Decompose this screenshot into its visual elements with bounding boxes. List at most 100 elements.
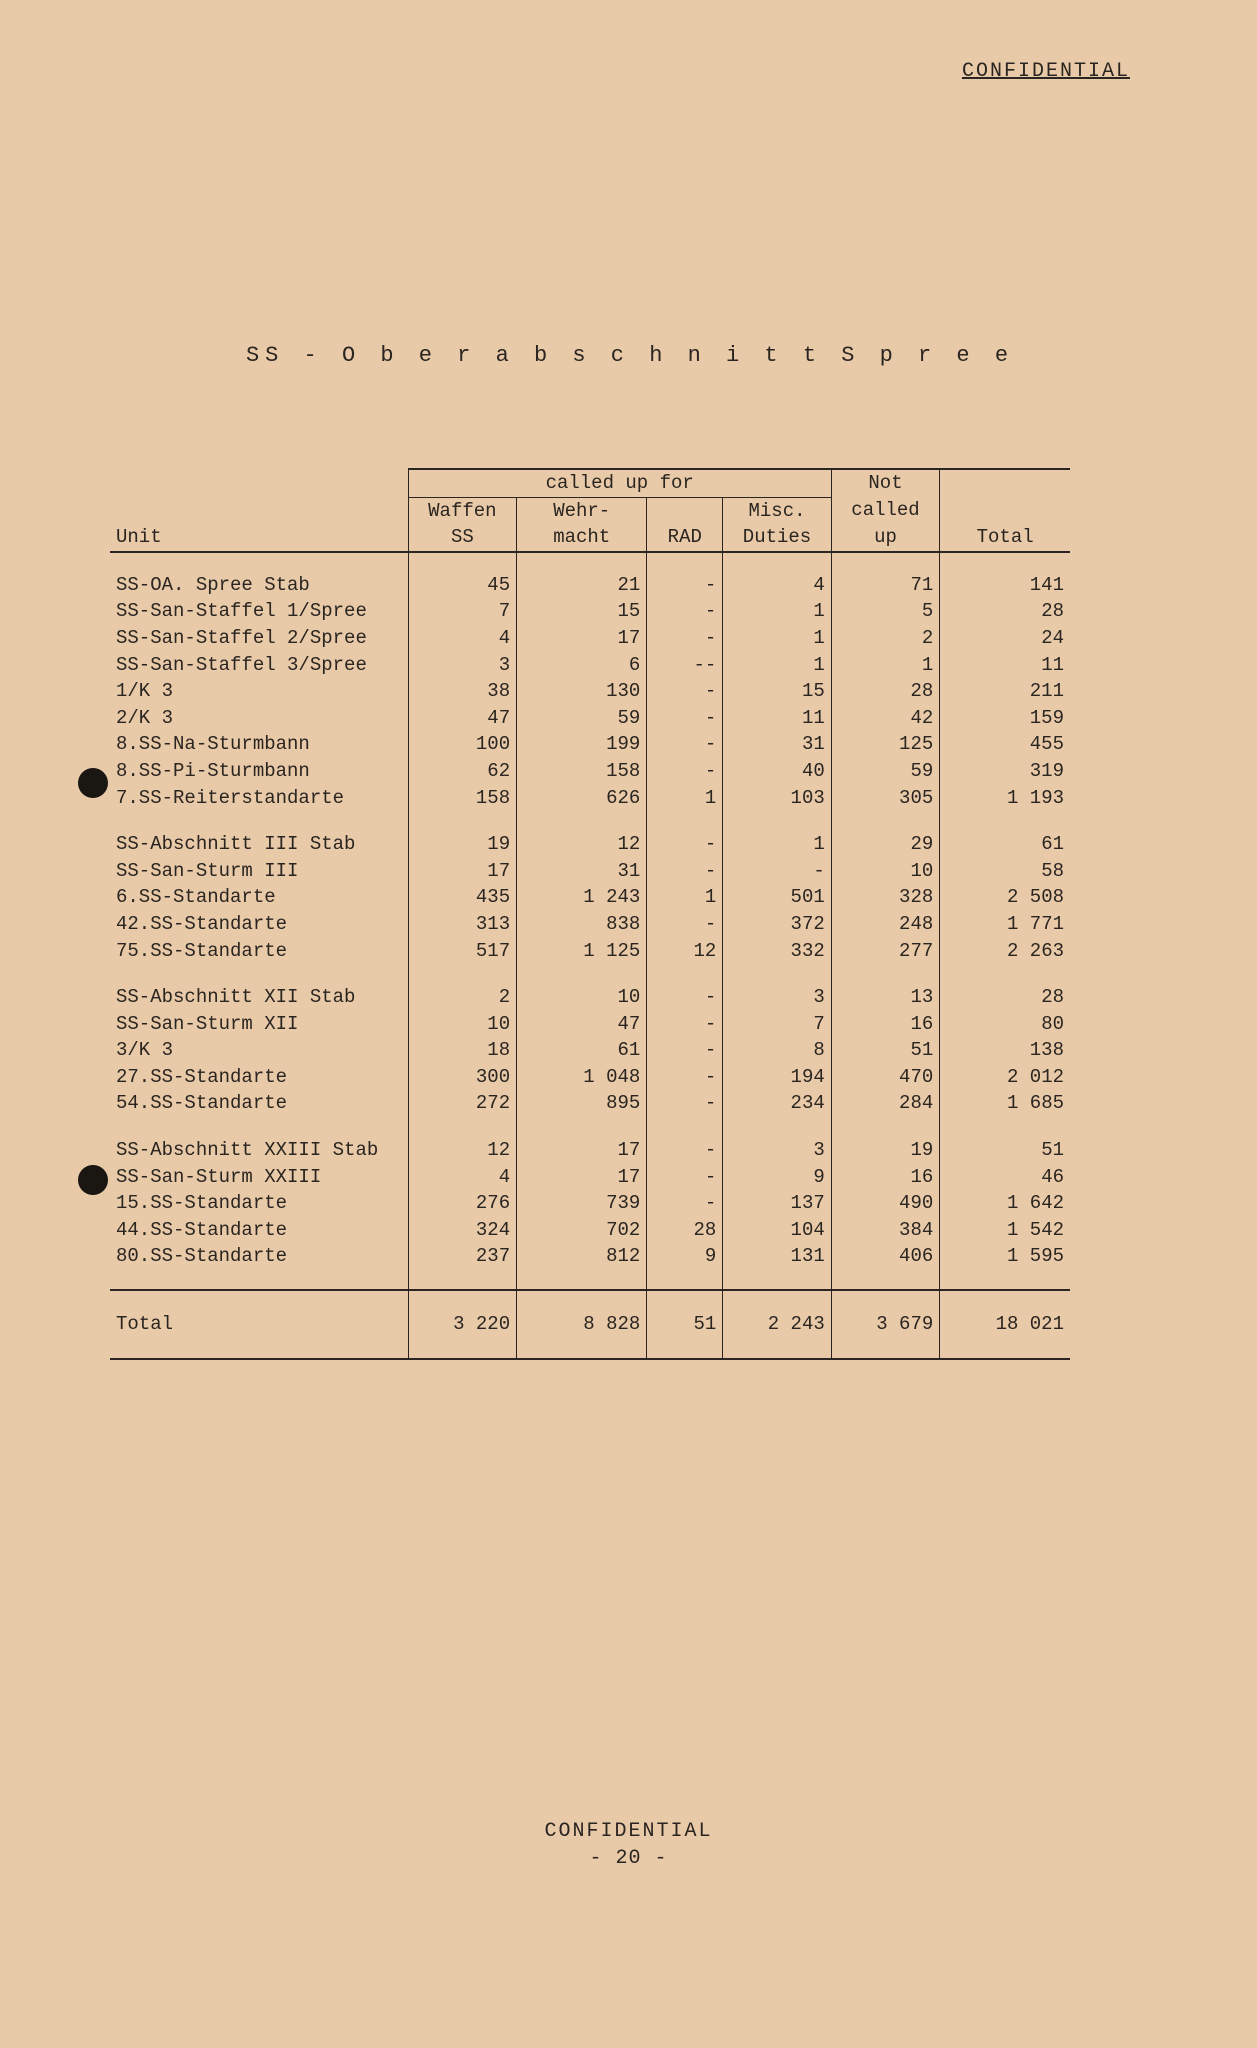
waffen-cell: 158 xyxy=(408,785,517,812)
misc-cell: 104 xyxy=(723,1217,832,1244)
col-header-called: called xyxy=(831,497,940,524)
waffen-cell: 517 xyxy=(408,938,517,965)
waffen-cell: 100 xyxy=(408,731,517,758)
waffen-cell: 313 xyxy=(408,911,517,938)
nc-cell: 248 xyxy=(831,911,940,938)
rad-cell: - xyxy=(647,598,723,625)
total-cell: 80 xyxy=(940,1011,1070,1038)
unit-cell: 8.SS-Pi-Sturmbann xyxy=(110,758,408,785)
rad-cell: 1 xyxy=(647,785,723,812)
misc-cell: 103 xyxy=(723,785,832,812)
blank-cell xyxy=(110,497,408,524)
table-row: 3/K 31861-851138 xyxy=(110,1037,1070,1064)
table-row: 15.SS-Standarte276739-1374901 642 xyxy=(110,1190,1070,1217)
document-title: SS - O b e r a b s c h n i t t S p r e e xyxy=(90,343,1170,368)
rad-cell: - xyxy=(647,1064,723,1091)
wehr-cell: 31 xyxy=(517,858,647,885)
data-table: called up for Not Waffen Wehr- Misc. cal… xyxy=(110,468,1070,1360)
nc-cell: 284 xyxy=(831,1090,940,1117)
table-row: 54.SS-Standarte272895-2342841 685 xyxy=(110,1090,1070,1117)
wehr-cell: 838 xyxy=(517,911,647,938)
unit-cell: SS-San-Staffel 3/Spree xyxy=(110,652,408,679)
unit-cell: SS-San-Sturm XXIII xyxy=(110,1164,408,1191)
misc-cell: 4 xyxy=(723,572,832,599)
total-cell: 1 595 xyxy=(940,1243,1070,1270)
unit-cell: 2/K 3 xyxy=(110,705,408,732)
total-cell: 2 012 xyxy=(940,1064,1070,1091)
unit-cell: 42.SS-Standarte xyxy=(110,911,408,938)
waffen-cell: 272 xyxy=(408,1090,517,1117)
nc-cell: 490 xyxy=(831,1190,940,1217)
rad-cell: - xyxy=(647,1090,723,1117)
table-row: SS-San-Sturm XII1047-71680 xyxy=(110,1011,1070,1038)
unit-cell: SS-San-Staffel 1/Spree xyxy=(110,598,408,625)
waffen-cell: 47 xyxy=(408,705,517,732)
page: CONFIDENTIAL SS - O b e r a b s c h n i … xyxy=(90,60,1170,1360)
col-header-total: Total xyxy=(940,524,1070,552)
misc-cell: 15 xyxy=(723,678,832,705)
waffen-cell: 7 xyxy=(408,598,517,625)
misc-cell: 40 xyxy=(723,758,832,785)
table-row: SS-San-Sturm III1731--1058 xyxy=(110,858,1070,885)
misc-cell: 131 xyxy=(723,1243,832,1270)
table-row: SS-San-Sturm XXIII417-91646 xyxy=(110,1164,1070,1191)
table-row: SS-San-Staffel 1/Spree715-1528 xyxy=(110,598,1070,625)
wehr-cell: 1 125 xyxy=(517,938,647,965)
misc-cell: 11 xyxy=(723,705,832,732)
nc-cell: 19 xyxy=(831,1137,940,1164)
misc-cell: 8 xyxy=(723,1037,832,1064)
total-cell: 1 685 xyxy=(940,1090,1070,1117)
rad-cell: - xyxy=(647,705,723,732)
total-cell: 211 xyxy=(940,678,1070,705)
rad-cell: - xyxy=(647,572,723,599)
wehr-cell: 158 xyxy=(517,758,647,785)
unit-cell: 80.SS-Standarte xyxy=(110,1243,408,1270)
misc-cell: 332 xyxy=(723,938,832,965)
waffen-cell: 12 xyxy=(408,1137,517,1164)
misc-cell: 372 xyxy=(723,911,832,938)
unit-cell: SS-San-Staffel 2/Spree xyxy=(110,625,408,652)
waffen-cell: 435 xyxy=(408,884,517,911)
misc-cell: - xyxy=(723,858,832,885)
table-row: 44.SS-Standarte324702281043841 542 xyxy=(110,1217,1070,1244)
waffen-cell: 324 xyxy=(408,1217,517,1244)
rad-cell: 12 xyxy=(647,938,723,965)
rad-cell: - xyxy=(647,911,723,938)
table-row: 1/K 338130-1528211 xyxy=(110,678,1070,705)
total-misc: 2 243 xyxy=(723,1290,832,1359)
classification-footer: CONFIDENTIAL xyxy=(0,1820,1257,1843)
wehr-cell: 702 xyxy=(517,1217,647,1244)
total-total: 18 021 xyxy=(940,1290,1070,1359)
nc-cell: 328 xyxy=(831,884,940,911)
misc-cell: 31 xyxy=(723,731,832,758)
nc-cell: 384 xyxy=(831,1217,940,1244)
unit-cell: 27.SS-Standarte xyxy=(110,1064,408,1091)
table-row: 7.SS-Reiterstandarte15862611033051 193 xyxy=(110,785,1070,812)
rad-cell: - xyxy=(647,731,723,758)
waffen-cell: 62 xyxy=(408,758,517,785)
unit-cell: 15.SS-Standarte xyxy=(110,1190,408,1217)
blank-cell xyxy=(110,469,408,497)
nc-cell: 125 xyxy=(831,731,940,758)
total-label: Total xyxy=(110,1290,408,1359)
unit-cell: SS-Abschnitt XXIII Stab xyxy=(110,1137,408,1164)
nc-cell: 29 xyxy=(831,831,940,858)
rad-cell: - xyxy=(647,1011,723,1038)
super-header-called-up: called up for xyxy=(408,469,831,497)
total-cell: 28 xyxy=(940,984,1070,1011)
waffen-cell: 4 xyxy=(408,625,517,652)
nc-cell: 28 xyxy=(831,678,940,705)
rad-cell: - xyxy=(647,984,723,1011)
classification-header: CONFIDENTIAL xyxy=(90,60,1130,83)
wehr-cell: 130 xyxy=(517,678,647,705)
waffen-cell: 300 xyxy=(408,1064,517,1091)
total-nc: 3 679 xyxy=(831,1290,940,1359)
wehr-cell: 626 xyxy=(517,785,647,812)
waffen-cell: 276 xyxy=(408,1190,517,1217)
nc-cell: 2 xyxy=(831,625,940,652)
waffen-cell: 19 xyxy=(408,831,517,858)
total-wehr: 8 828 xyxy=(517,1290,647,1359)
col-header-not: Not xyxy=(831,469,940,497)
waffen-cell: 237 xyxy=(408,1243,517,1270)
waffen-cell: 2 xyxy=(408,984,517,1011)
